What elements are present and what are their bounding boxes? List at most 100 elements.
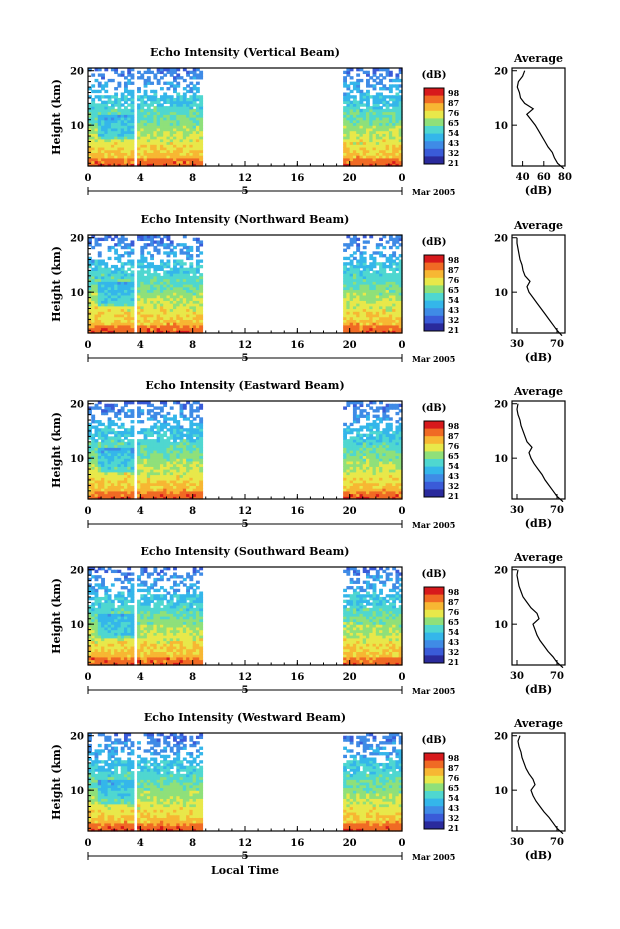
heatmap-cell <box>192 138 197 143</box>
heatmap-cell <box>130 155 135 159</box>
heatmap-cell <box>94 316 99 320</box>
heatmap-cell <box>169 68 174 72</box>
heatmap-cell <box>166 136 171 140</box>
heatmap-cell <box>104 428 109 432</box>
heatmap-cell <box>385 458 390 462</box>
heatmap-cell <box>189 264 194 269</box>
heatmap-cell <box>143 84 148 88</box>
heatmap-cell <box>372 100 377 104</box>
heatmap-cell <box>343 444 347 448</box>
heatmap-cell <box>123 433 128 437</box>
heatmap-cell <box>346 488 351 492</box>
heatmap-cell <box>94 262 99 266</box>
heatmap-cell <box>104 471 109 476</box>
heatmap-cell <box>104 270 109 274</box>
heatmap-cell <box>94 322 99 326</box>
heatmap-cell <box>186 485 190 489</box>
profile-y-tick-label: 20 <box>494 400 508 411</box>
x-tick-label: 20 <box>343 506 357 517</box>
heatmap-cell <box>382 119 387 124</box>
heatmap-cell <box>166 262 171 266</box>
heatmap-cell <box>343 488 347 492</box>
heatmap-cell <box>359 401 364 405</box>
heatmap-cell <box>372 313 377 318</box>
heatmap-cell <box>189 450 194 454</box>
heatmap-cell <box>107 444 112 448</box>
profile-x-label: (dB) <box>525 351 552 364</box>
heatmap-cell <box>182 92 187 96</box>
heatmap-cell <box>169 160 174 164</box>
heatmap-cell <box>97 146 102 151</box>
heatmap-cell <box>156 68 161 72</box>
heatmap-cell <box>366 103 370 107</box>
heatmap-cell <box>104 493 109 497</box>
heatmap-cell <box>186 458 190 462</box>
heatmap-cell <box>379 303 383 307</box>
heatmap-cell <box>356 485 361 489</box>
heatmap-cell <box>88 409 92 413</box>
heatmap-cell <box>101 477 105 481</box>
heatmap-cell <box>195 401 200 405</box>
heatmap-cell <box>392 444 397 448</box>
heatmap-cell <box>163 330 168 334</box>
heatmap-cell <box>392 130 397 134</box>
heatmap-cell <box>123 460 128 465</box>
heatmap-cell <box>173 477 177 481</box>
heatmap-cell <box>130 490 135 495</box>
heatmap-cell <box>91 635 96 639</box>
heatmap-cell <box>97 458 102 462</box>
heatmap-cell <box>130 485 135 489</box>
heatmap-cell <box>153 117 158 121</box>
colorbar-tick-label: 54 <box>448 295 460 305</box>
heatmap-cell <box>346 136 351 140</box>
heatmap-cell <box>192 84 197 88</box>
heatmap-cell <box>398 300 403 304</box>
heatmap-cell <box>156 493 161 497</box>
heatmap-cell <box>120 141 125 145</box>
heatmap-cell <box>195 95 200 99</box>
heatmap-cell <box>176 144 181 148</box>
heatmap-cell <box>189 155 194 159</box>
heatmap-cell <box>169 84 174 88</box>
heatmap-cell <box>156 114 161 118</box>
heatmap-cell <box>159 130 164 134</box>
heatmap-cell <box>346 262 351 266</box>
heatmap-cell <box>137 477 141 481</box>
heatmap-cell <box>88 659 92 663</box>
heatmap-cell <box>356 163 361 167</box>
heatmap-cell <box>382 254 387 258</box>
heatmap-cell <box>192 479 197 484</box>
heatmap-cell <box>137 303 141 307</box>
heatmap-cell <box>179 474 184 478</box>
heatmap-cell <box>372 111 377 115</box>
heatmap-cell <box>372 479 377 484</box>
heatmap-cell <box>104 95 109 99</box>
heatmap-cell <box>117 297 122 301</box>
heatmap-cell <box>379 322 383 326</box>
heatmap-cell <box>120 70 125 75</box>
heatmap-cell <box>153 149 158 153</box>
heatmap-cell <box>179 251 184 255</box>
heatmap-cell <box>91 141 96 145</box>
heatmap-cell <box>356 87 361 91</box>
heatmap-cell <box>176 444 181 448</box>
heatmap-cell <box>91 322 96 326</box>
heatmap-cell <box>346 267 351 271</box>
heatmap-cell <box>372 133 377 137</box>
heatmap-cell <box>110 436 115 440</box>
heatmap-cell <box>143 474 148 478</box>
heatmap-cell <box>127 441 132 446</box>
heatmap-cell <box>107 406 112 410</box>
heatmap-cell <box>356 149 361 153</box>
heatmap-cell <box>375 149 380 153</box>
heatmap-cell <box>163 155 168 159</box>
heatmap-cell <box>375 422 380 427</box>
heatmap-cell <box>182 477 187 481</box>
heatmap-cell <box>385 136 390 140</box>
heatmap-cell <box>375 466 380 470</box>
heatmap-cell <box>343 322 347 326</box>
heatmap-cell <box>146 146 151 151</box>
heatmap-cell <box>91 479 96 484</box>
heatmap-cell <box>114 316 119 320</box>
heatmap-cell <box>110 324 115 329</box>
